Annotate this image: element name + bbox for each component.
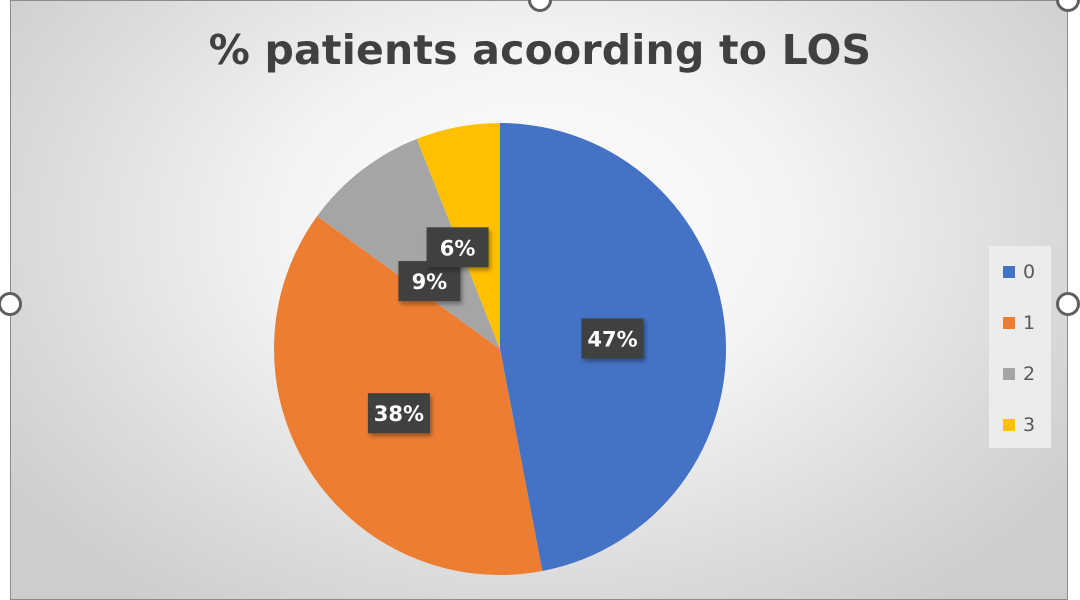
legend-label-3: 3 [1023,414,1036,436]
data-label-0: 47% [581,318,644,359]
svg-text:6%: 6% [440,236,476,260]
legend-swatch-3 [1003,419,1015,431]
data-label-2: 9% [398,261,461,302]
data-label-3: 6% [426,227,489,268]
svg-text:47%: 47% [587,327,637,351]
legend-item-2[interactable]: 2 [1003,363,1035,385]
data-label-1: 38% [367,393,430,434]
resize-handle-right[interactable] [1056,292,1080,316]
legend-item-1[interactable]: 1 [1003,312,1035,334]
legend-label-0: 0 [1023,261,1036,283]
legend-item-3[interactable]: 3 [1003,414,1035,436]
svg-text:38%: 38% [374,402,424,426]
legend-swatch-2 [1003,368,1015,380]
legend-swatch-0 [1003,266,1015,278]
legend[interactable]: 0 1 2 3 [989,246,1051,448]
legend-label-2: 2 [1023,363,1036,385]
resize-handle-left[interactable] [0,292,22,316]
legend-item-0[interactable]: 0 [1003,261,1035,283]
legend-label-1: 1 [1023,312,1036,334]
chart-title: % patients acoording to LOS [208,26,872,74]
legend-swatch-1 [1003,317,1015,329]
svg-text:9%: 9% [412,270,448,294]
